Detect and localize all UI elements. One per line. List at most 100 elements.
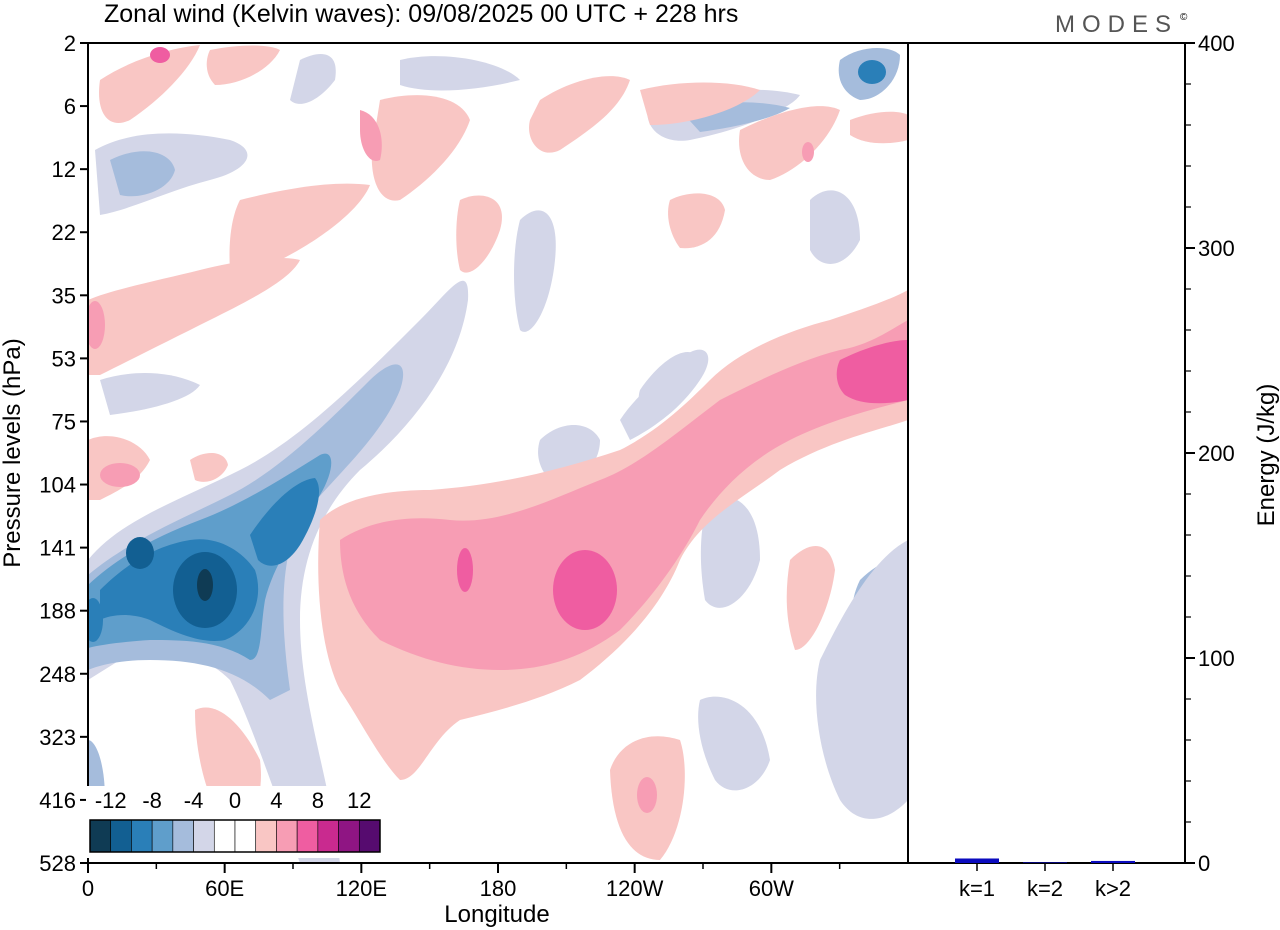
pos-patch	[529, 76, 630, 153]
pos-core-strong	[553, 550, 617, 630]
neg-core-east	[250, 478, 320, 566]
neg-patch	[290, 54, 336, 104]
pos-wave-inner	[340, 320, 908, 670]
chart-title: Zonal wind (Kelvin waves): 09/08/2025 00…	[104, 0, 738, 28]
pos-patch	[850, 111, 908, 144]
neg-patch	[400, 56, 520, 91]
x-tick-label: 60W	[749, 876, 794, 901]
y-tick-label: 323	[39, 725, 76, 750]
energy-tick-label: 100	[1198, 646, 1235, 671]
energy-tick-label: 0	[1198, 851, 1210, 876]
y-tick-label: 53	[52, 346, 76, 371]
energy-axis-label: Energy (J/kg)	[1253, 384, 1280, 527]
energy-tick-label: 300	[1198, 236, 1235, 261]
colorbar-label: 8	[312, 788, 324, 813]
energy-bars: k=1 k=2 k>2	[955, 858, 1135, 901]
colorbar-label: -12	[95, 788, 127, 813]
colorbar-label: 0	[229, 788, 241, 813]
brand-logo: MODES	[1055, 11, 1178, 38]
y-tick-label: 35	[52, 283, 76, 308]
positive-anomaly-regions	[88, 45, 908, 860]
colorbar-swatch	[110, 819, 132, 853]
colorbar-swatch	[151, 819, 174, 853]
colorbar-swatch	[131, 819, 153, 853]
brand-logo-mark: ©	[1180, 12, 1188, 23]
y-axis: 2 6 12 22 35 53 75 104 141 188 248 323 416 528	[39, 31, 88, 876]
pos-patch-nw-core	[150, 47, 170, 63]
x-tick-label: 180	[480, 876, 517, 901]
colorbar-swatch	[89, 819, 112, 853]
y-tick-label: 141	[39, 536, 76, 561]
x-tick-label: 120W	[606, 876, 664, 901]
pos-lower-core	[637, 777, 657, 813]
neg-patch	[810, 190, 860, 264]
neg-patch	[700, 496, 760, 608]
y-tick-label: 416	[39, 788, 76, 813]
y-tick-label: 75	[52, 409, 76, 434]
pos-patch	[640, 82, 760, 125]
colorbar-swatch	[276, 819, 298, 853]
x-tick-label: 0	[82, 876, 94, 901]
y-tick-label: 188	[39, 599, 76, 624]
y-tick-label: 2	[64, 31, 76, 56]
pos-patch-core	[360, 110, 382, 161]
energy-bar	[955, 858, 999, 863]
energy-tick-label: 400	[1198, 31, 1235, 56]
x-tick-label: 120E	[336, 876, 387, 901]
neg-core-max	[197, 569, 213, 601]
neg-patch	[698, 696, 770, 791]
neg-patch-ne-core	[858, 60, 886, 84]
colorbar-swatch	[338, 819, 360, 853]
colorbar-swatch	[317, 819, 339, 853]
colorbar-swatch	[172, 819, 194, 853]
energy-bar-label: k=1	[959, 876, 995, 901]
neg-core-west	[126, 537, 154, 569]
colorbar-label: 4	[270, 788, 282, 813]
energy-bar	[1023, 862, 1067, 863]
colorbar-swatch	[234, 819, 257, 853]
neg-patch	[110, 151, 175, 197]
contour-field	[88, 45, 908, 863]
pos-patch	[668, 193, 725, 249]
y-tick-label: 248	[39, 662, 76, 687]
colorbar-swatches	[89, 819, 381, 853]
colorbar-label: -4	[184, 788, 204, 813]
colorbar-swatch	[358, 819, 381, 853]
neg-patch	[638, 351, 700, 420]
colorbar-frame	[89, 819, 381, 853]
pos-band-upper-core	[88, 301, 105, 349]
energy-axis: 0 100 200 300 400	[1185, 31, 1235, 876]
pos-core-west	[457, 548, 473, 592]
energy-bar	[1091, 860, 1135, 863]
x-tick-label: 60E	[205, 876, 244, 901]
colorbar: -12 -8 -4 0 4 8 12	[86, 786, 384, 858]
y-axis-label: Pressure levels (hPa)	[0, 338, 26, 567]
neg-patch	[100, 373, 200, 415]
colorbar-label: -8	[142, 788, 162, 813]
y-tick-label: 22	[52, 220, 76, 245]
neg-edge-west	[88, 598, 103, 642]
pos-patch	[786, 546, 835, 650]
y-tick-label: 12	[52, 157, 76, 182]
pos-core-east	[836, 340, 908, 404]
pos-patch	[206, 45, 280, 85]
y-tick-label: 104	[39, 473, 76, 498]
energy-bar-label: k=2	[1027, 876, 1063, 901]
pos-patch-core	[100, 463, 140, 487]
y-tick-label: 528	[39, 851, 76, 876]
pos-patch	[190, 453, 228, 482]
pos-patch-nw	[99, 45, 200, 124]
pos-patch	[739, 106, 840, 180]
y-tick-label: 6	[64, 94, 76, 119]
pos-band-upper	[88, 258, 300, 375]
colorbar-swatch	[255, 819, 277, 853]
pos-band-upper	[371, 95, 470, 201]
pos-patch-core	[802, 142, 814, 162]
energy-tick-label: 200	[1198, 441, 1235, 466]
x-axis: 0 60E 120E 180 120W 60W	[82, 863, 841, 901]
pos-patch	[456, 195, 502, 273]
colorbar-swatch	[213, 819, 236, 853]
x-axis-label: Longitude	[444, 901, 549, 928]
energy-bar-label: k>2	[1095, 876, 1131, 901]
